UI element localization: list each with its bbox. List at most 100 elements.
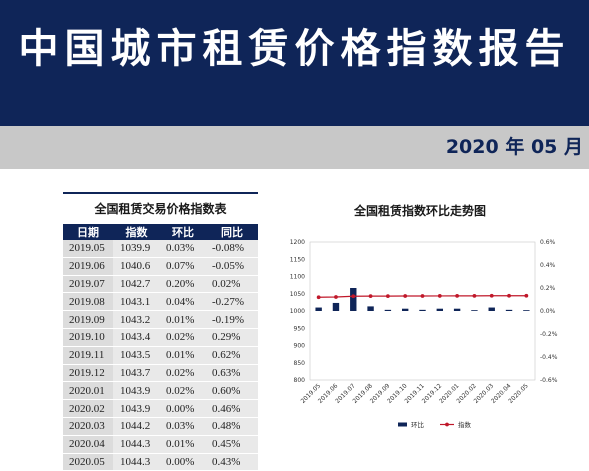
right-axis-tick: -0.6% [540,377,558,384]
cell-yoy: 0.45% [206,435,258,454]
header-banner: 中国城市租赁价格指数报告 [0,0,589,126]
index-point [437,294,442,298]
left-axis-tick: 1000 [290,308,305,315]
bar-mom [401,308,409,311]
cell-index: 1043.4 [113,328,160,347]
table-row: 2020.04 1044.3 0.01% 0.45% [63,435,258,454]
table-row: 2019.11 1043.5 0.01% 0.62% [63,346,258,365]
column-header-index: 指数 [113,224,160,240]
index-point [334,295,338,299]
cell-date: 2019.12 [63,364,113,383]
left-axis-tick: 1050 [290,291,305,298]
table-row: 2020.03 1044.2 0.03% 0.48% [63,417,258,436]
table-top-rule [63,192,258,194]
left-axis-tick: 950 [294,325,306,332]
bar-mom [315,307,322,311]
column-header-date: 日期 [63,224,113,240]
cell-index: 1044.3 [113,435,160,454]
cell-index: 1043.9 [113,399,160,418]
index-point [455,293,460,298]
cell-date: 2020.03 [63,417,113,436]
cell-index: 1042.7 [113,275,160,294]
left-axis-tick: 850 [294,360,306,367]
index-point [472,293,477,298]
bar-mom [505,309,513,311]
cell-yoy: 0.63% [206,364,258,383]
combo-chart: 1200 1150 1100 1050 1000 950 900 850 800 0.6% 0.4%… [290,239,558,429]
cell-date: 2019.09 [63,310,113,329]
index-point [316,295,321,300]
left-axis-tick: 1150 [290,256,305,263]
cell-index: 1043.1 [113,292,160,312]
cell-index: 1044.2 [113,417,160,436]
cell-mom: 0.01% [160,310,206,329]
column-header-yoy: 同比 [206,224,258,240]
cell-mom: 0.01% [160,435,206,454]
cell-yoy: 0.43% [206,453,258,471]
table-row: 2020.02 1043.9 0.00% 0.46% [63,399,258,418]
cell-mom: 0.03% [160,417,206,436]
index-point [489,293,494,298]
bar-mom [488,307,495,311]
bar-mom [350,288,357,311]
legend-swatch-mom [398,422,407,427]
left-axis-tick: 1100 [290,274,305,281]
cell-mom: 0.01% [160,346,206,365]
cell-index: 1043.7 [113,364,160,383]
cell-index: 1039.9 [113,240,160,258]
cell-mom: 0.02% [160,364,206,383]
bar-mom [384,309,392,311]
right-axis-tick: 0.0% [540,308,556,315]
cell-index: 1043.2 [113,310,160,329]
table-header-row: 日期 指数 环比 同比 [63,224,258,240]
legend-label-mom: 环比 [411,420,425,429]
right-axis-tick: 0.2% [540,285,556,292]
cell-index: 1040.6 [113,257,160,276]
index-point [368,294,373,299]
cell-date: 2020.04 [63,435,113,454]
cell-index: 1044.3 [113,453,160,471]
cell-yoy: 0.62% [206,346,258,365]
cell-index: 1043.9 [113,381,160,401]
bar-mom [436,308,444,311]
table-row: 2019.08 1043.1 0.04% -0.27% [63,292,258,312]
cell-yoy: 0.46% [206,399,258,418]
report-title: 中国城市租赁价格指数报告 [18,26,571,72]
cell-date: 2019.07 [63,275,113,294]
legend-label-index: 指数 [458,420,472,429]
cell-date: 2019.06 [63,257,113,276]
cell-index: 1043.5 [113,346,160,365]
left-axis-tick: 800 [294,377,306,384]
bar-mom [471,310,478,311]
cell-mom: 0.20% [160,275,206,294]
index-point [507,293,511,298]
cell-date: 2019.11 [63,346,113,365]
index-point [524,293,529,298]
cell-yoy: -0.05% [206,257,258,276]
cell-yoy: 0.48% [206,417,258,436]
column-header-mom: 环比 [160,224,206,240]
cell-yoy: -0.19% [206,310,258,329]
right-axis-tick: -0.2% [540,331,558,338]
table-row: 2020.01 1043.9 0.02% 0.60% [63,381,258,401]
cell-mom: 0.02% [160,328,206,347]
index-table: 日期 指数 环比 同比 2019.05 1039.9 0.03% -0.08% 2019… [63,224,258,471]
right-axis-tick: 0.4% [540,262,556,269]
cell-yoy: 0.02% [206,275,258,294]
index-point [351,294,356,299]
cell-date: 2020.02 [63,399,113,418]
left-axis-tick: 1200 [290,239,305,246]
report-date: 2020 年 05 月 [445,136,583,158]
cell-yoy: 0.29% [206,328,258,347]
right-axis-tick: 0.6% [540,239,556,246]
cell-date: 2019.05 [63,240,113,258]
cell-yoy: 0.60% [206,381,258,401]
index-point [403,294,408,298]
left-axis-tick: 900 [294,343,306,350]
cell-mom: 0.04% [160,292,206,312]
cell-mom: 0.02% [160,381,206,401]
index-point [420,294,425,298]
table-row: 2019.05 1039.9 0.03% -0.08% [63,240,258,258]
cell-yoy: -0.08% [206,240,258,258]
cell-yoy: -0.27% [206,292,258,312]
